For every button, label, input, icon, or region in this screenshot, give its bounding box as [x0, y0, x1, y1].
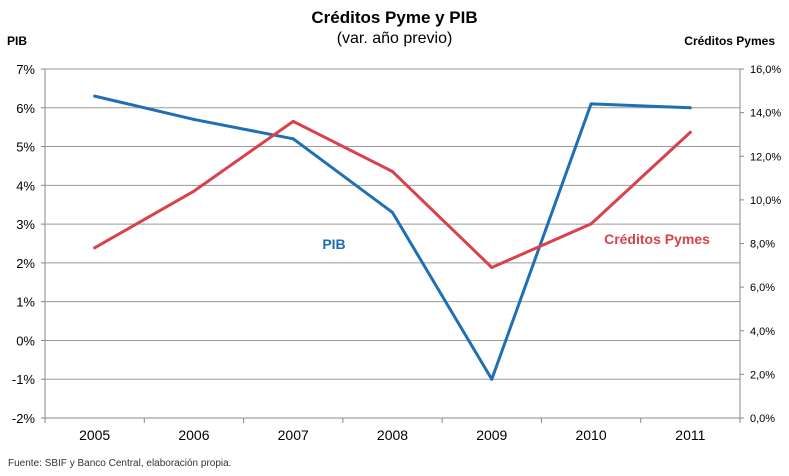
left-tick-label: 4%: [16, 178, 35, 193]
x-tick-label: 2005: [79, 427, 110, 443]
data-point: [93, 94, 97, 98]
x-tick-label: 2010: [575, 427, 606, 443]
data-point: [688, 130, 692, 134]
x-tick-label: 2006: [178, 427, 209, 443]
left-tick-label: 5%: [16, 140, 35, 155]
series-label-creditos: Créditos Pymes: [604, 231, 710, 247]
left-tick-label: 3%: [16, 217, 35, 232]
data-point: [688, 106, 692, 110]
left-tick-label: 0%: [16, 333, 35, 348]
right-tick-label: 2,0%: [750, 369, 775, 381]
left-tick-label: -1%: [12, 372, 36, 387]
right-tick-label: 4,0%: [750, 326, 775, 338]
x-tick-label: 2011: [675, 427, 705, 443]
right-tick-label: 14,0%: [750, 108, 781, 120]
data-point: [291, 137, 295, 141]
right-tick-label: 10,0%: [750, 195, 781, 207]
data-point: [589, 222, 593, 226]
data-point: [391, 170, 394, 174]
data-point: [589, 102, 593, 106]
left-tick-label: 7%: [16, 62, 35, 77]
right-tick-label: 16,0%: [750, 64, 781, 76]
left-tick-label: 1%: [16, 295, 35, 310]
series-label-pib: PIB: [322, 236, 345, 252]
chart-subtitle: (var. año previo): [336, 30, 453, 47]
chart-title: Créditos Pyme y PIB: [311, 8, 478, 27]
source-note: Fuente: SBIF y Banco Central, elaboració…: [8, 458, 232, 469]
series-line-pib: [94, 94, 691, 381]
right-tick-label: 6,0%: [750, 282, 775, 294]
x-tick-label: 2007: [278, 427, 309, 443]
data-point: [93, 246, 97, 250]
x-tick-label: 2008: [377, 427, 408, 443]
right-tick-label: 8,0%: [750, 239, 775, 251]
series-line-creditos: [93, 119, 692, 269]
data-point: [490, 377, 494, 381]
right-tick-label: 0,0%: [750, 413, 775, 425]
x-tick-label: 2009: [476, 427, 507, 443]
data-point: [192, 117, 196, 121]
left-tick-label: 6%: [16, 101, 35, 116]
left-axis-label: PIB: [7, 34, 28, 48]
data-point: [192, 189, 196, 193]
right-tick-label: 12,0%: [750, 151, 781, 163]
left-tick-label: -2%: [12, 411, 36, 426]
data-point: [490, 265, 494, 269]
data-point: [291, 119, 295, 123]
left-tick-label: 2%: [16, 256, 35, 271]
right-axis-label: Créditos Pymes: [684, 34, 775, 48]
data-point: [391, 210, 394, 214]
